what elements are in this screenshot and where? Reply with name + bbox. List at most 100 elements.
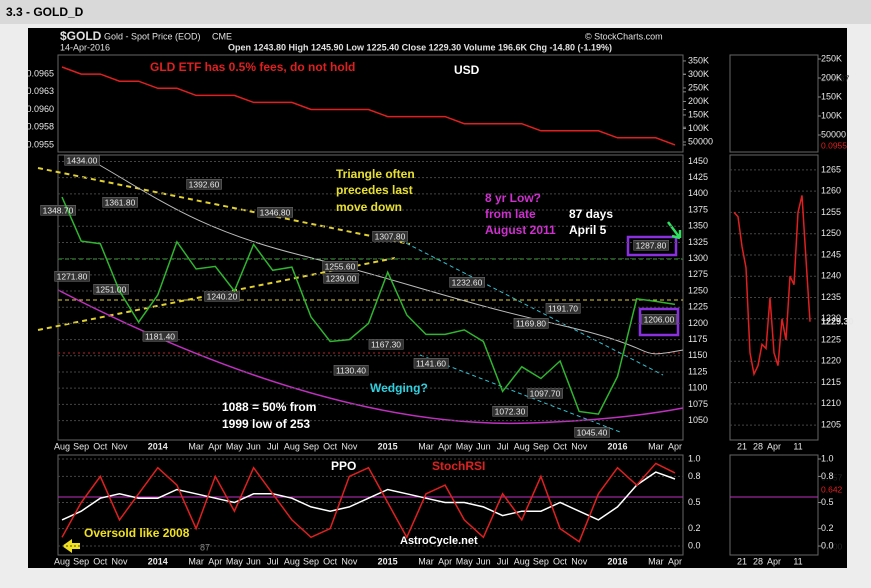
series-line — [733, 195, 811, 377]
x-tick-label: 2016 — [608, 556, 628, 566]
y-tick-label: 1245 — [821, 249, 841, 259]
chart-title: $GOLD — [60, 29, 102, 43]
annotation: GLD ETF has 0.5% fees, do not hold — [150, 60, 355, 74]
y-tick-label: 100K — [688, 123, 709, 133]
label-box — [372, 231, 408, 242]
legend-entry: PPO — [331, 459, 356, 473]
annotation: AstroCycle.net — [400, 535, 478, 547]
panel-frame — [57, 454, 684, 556]
annotation: precedes last — [336, 183, 413, 197]
y-tick-label: 1450 — [688, 156, 708, 166]
price-label: 1346.80 — [260, 207, 291, 217]
y-tick-label: 0.5 — [688, 497, 701, 507]
price-label: 1239.00 — [326, 273, 357, 283]
x-tick-label: Nov — [111, 556, 128, 566]
x-tick-label: Aug — [54, 441, 70, 451]
x-tick-label: Apr — [668, 441, 682, 451]
x-tick-label: Jun — [476, 441, 491, 451]
y-tick-label: 1275 — [688, 269, 708, 279]
y-tick-label: 1375 — [688, 204, 708, 214]
label-box — [449, 277, 485, 288]
price-label: 1045.40 — [577, 427, 608, 437]
annotation: August 2011 — [485, 223, 556, 237]
price-label: 1191.70 — [548, 303, 578, 313]
x-tick-label: Mar — [188, 556, 204, 566]
x-tick-label: Sep — [73, 441, 89, 451]
panel-frame — [729, 454, 819, 556]
y-tick-label: 250K — [821, 53, 842, 63]
x-tick-label: Jul — [267, 556, 279, 566]
price-label: 1169.80 — [516, 318, 546, 328]
price-label: 1167.30 — [371, 339, 401, 349]
x-tick-label: Mar — [418, 441, 434, 451]
label-box — [257, 207, 293, 218]
x-tick-label: May — [456, 441, 474, 451]
x-tick-label: May — [226, 556, 244, 566]
y-tick-label: 1300 — [688, 253, 708, 263]
y-tick-label: 200K — [688, 96, 709, 106]
y-tick-label: 50000 — [821, 129, 846, 139]
y-tick-label: 50000 — [688, 136, 713, 146]
y-tick-label: 150K — [821, 91, 842, 101]
y-tick-label: 1425 — [688, 172, 708, 182]
y-tick-label: 100K — [821, 110, 842, 120]
y-tick-label: 250K — [688, 82, 709, 92]
x-tick-label: Oct — [323, 556, 338, 566]
y-tick-label: 1230 — [821, 313, 841, 323]
panel-frame — [57, 154, 684, 441]
y-tick-label: 1400 — [688, 188, 708, 198]
price-label: 1287.80 — [636, 240, 667, 250]
price-label: 1072.30 — [495, 406, 526, 416]
annotation: USD — [454, 63, 480, 77]
x-tick-label: Aug — [284, 441, 300, 451]
label-box — [142, 331, 178, 342]
x-tick-label: 28 — [753, 556, 763, 566]
annotation: Wedging? — [370, 381, 428, 395]
y-tick-label: 300K — [688, 69, 709, 79]
label-box — [492, 406, 528, 417]
x-tick-label: Jun — [476, 556, 491, 566]
x-tick-label: Apr — [438, 556, 452, 566]
x-tick-label: Oct — [553, 441, 568, 451]
x-tick-label: Mar — [648, 441, 664, 451]
x-tick-label: Jul — [497, 441, 509, 451]
label-box — [545, 303, 581, 314]
label-box — [322, 261, 358, 272]
x-tick-label: Nov — [571, 556, 588, 566]
price-label: 1307.80 — [375, 231, 406, 241]
price-label: 1348.70 — [43, 205, 74, 215]
y-tick-label: 1075 — [688, 399, 708, 409]
y-tick-label: 1250 — [821, 228, 841, 238]
y-tick-label: 1125 — [688, 366, 707, 376]
arrow — [667, 221, 682, 240]
x-tick-label: Aug — [54, 556, 70, 566]
last-value: 1229.30 — [821, 316, 854, 326]
annotation: 1999 low of 253 — [222, 417, 310, 431]
price-label: 1181.40 — [145, 331, 175, 341]
x-tick-label: Sep — [303, 556, 319, 566]
label-box — [93, 284, 129, 295]
label-box — [323, 273, 359, 284]
y-tick-label: 1220 — [821, 356, 841, 366]
label-box — [333, 365, 369, 376]
x-tick-label: 28 — [753, 441, 763, 451]
price-label: 1240.20 — [207, 291, 238, 301]
y-tick-label: 150K — [688, 109, 709, 119]
x-tick-label: Oct — [323, 441, 338, 451]
series-line — [61, 462, 676, 543]
x-tick-label: Nov — [341, 441, 358, 451]
highlight-box — [638, 307, 680, 337]
series-line — [61, 471, 676, 521]
x-tick-label: Sep — [73, 556, 89, 566]
x-tick-label: Nov — [571, 441, 588, 451]
x-tick-label: Apr — [208, 441, 222, 451]
moving-average — [95, 162, 684, 355]
price-label: 1434.00 — [67, 155, 98, 165]
date: 14-Apr-2016 — [60, 42, 110, 52]
x-tick-label: Sep — [533, 556, 549, 566]
y-tick-label: 0.0 — [688, 540, 701, 550]
label-box — [186, 179, 222, 190]
y-tick-label: 0.2 — [688, 523, 701, 533]
x-tick-label: Apr — [438, 441, 452, 451]
y-tick-label: 1235 — [821, 292, 841, 302]
